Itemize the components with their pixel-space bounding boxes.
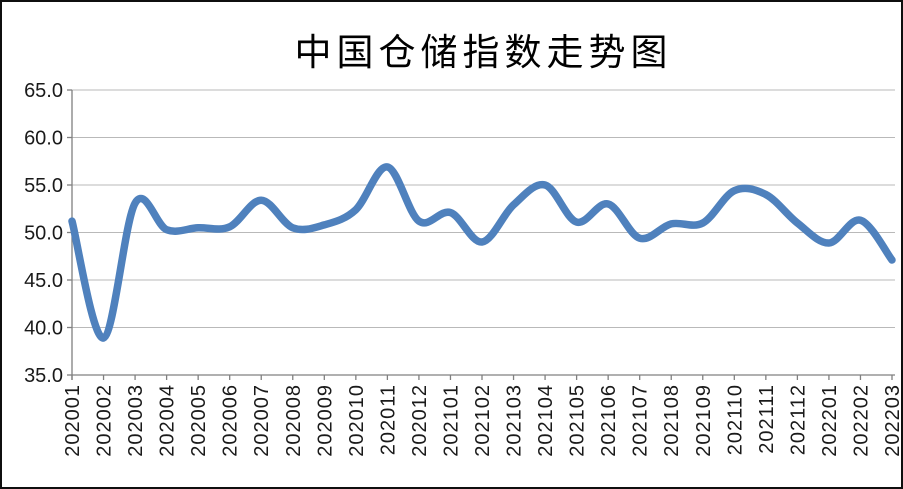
y-tick-label: 55.0 (24, 175, 63, 197)
x-tick-label: 202008 (283, 384, 305, 457)
x-tick-label: 202103 (504, 384, 526, 457)
x-tick-label: 202107 (630, 384, 652, 457)
x-tick-label: 202108 (661, 384, 683, 457)
x-tick-label: 202201 (819, 384, 841, 457)
x-tick-label: 202203 (882, 384, 903, 457)
x-tick-label: 202005 (188, 384, 210, 457)
y-tick-label: 40.0 (24, 318, 63, 340)
x-tick-label: 202105 (567, 384, 589, 457)
x-tick-label: 202202 (850, 384, 872, 457)
series-line (68, 163, 896, 342)
x-tick-label: 202002 (94, 384, 116, 457)
y-tick-label: 35.0 (24, 365, 63, 387)
x-tick-label: 202007 (251, 384, 273, 457)
x-tick-label: 202102 (472, 384, 494, 457)
y-tick-label: 65.0 (24, 80, 63, 102)
x-tick-label: 202011 (377, 384, 399, 455)
x-tick-label: 202104 (535, 384, 557, 457)
x-tick-label: 202006 (220, 384, 242, 457)
x-tick-label: 202001 (62, 384, 84, 457)
x-tick-label: 202106 (598, 384, 620, 457)
x-tick-label: 202111 (756, 384, 778, 454)
x-tick-label: 202003 (125, 384, 147, 457)
x-tick-label: 202101 (440, 384, 462, 457)
chart-title: 中国仓储指数走势图 (294, 33, 673, 74)
x-tick-label: 202012 (409, 384, 431, 457)
y-tick-label: 60.0 (24, 128, 63, 150)
x-tick-label: 202110 (724, 384, 746, 455)
y-tick-label: 50.0 (24, 223, 63, 245)
x-tick-label: 202112 (787, 384, 809, 455)
y-tick-label: 45.0 (24, 270, 63, 292)
x-tick-label: 202009 (314, 384, 336, 457)
x-tick-label: 202109 (693, 384, 715, 457)
x-tick-label: 202010 (346, 384, 368, 457)
x-tick-label: 202004 (157, 384, 179, 457)
